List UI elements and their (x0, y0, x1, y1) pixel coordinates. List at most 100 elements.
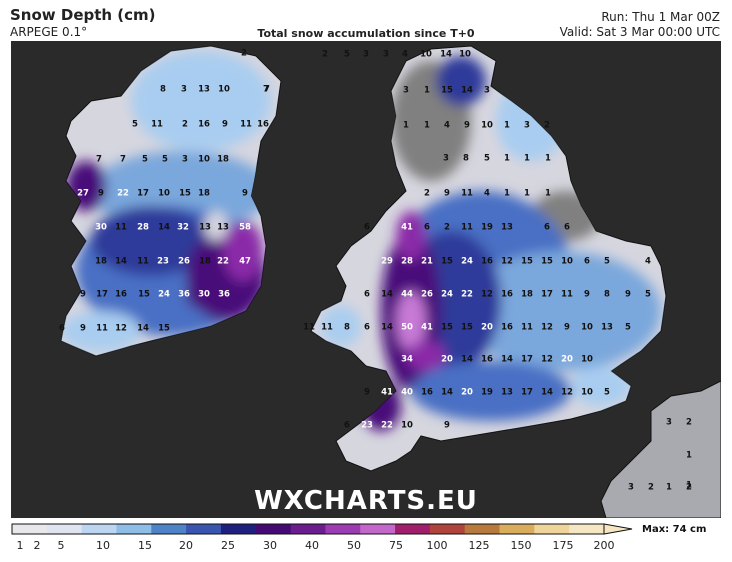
legend-tick-label: 2 (34, 539, 41, 552)
legend-tick-labels: 1 2 5 10 15 20 25 30 40 50 75 100 125 150 175 200 (17, 539, 615, 552)
accumulation-value: 5 (645, 290, 651, 300)
legend-swatch (464, 524, 501, 534)
run-time-label: Run: Thu 1 Mar 00Z (601, 10, 720, 24)
legend-color-bar (11, 523, 605, 535)
accumulation-value: 4 (402, 50, 408, 60)
accumulation-value: 1 (424, 86, 430, 96)
accumulation-value: 23 (157, 257, 169, 267)
accumulation-value: 6 (364, 290, 370, 300)
accumulation-value: 7 (264, 85, 270, 95)
accumulation-value: 5 (484, 154, 490, 164)
legend-max-arrow (603, 523, 633, 535)
accumulation-value: 13 (601, 323, 613, 333)
accumulation-value: 18 (521, 290, 533, 300)
accumulation-value: 36 (178, 290, 190, 300)
max-label: Max: 74 cm (642, 524, 706, 535)
accumulation-value: 9 (444, 189, 450, 199)
accumulation-value: 15 (179, 189, 191, 199)
accumulation-value: 9 (80, 324, 86, 334)
legend-tick-label: 100 (427, 539, 448, 552)
legend-swatch (186, 524, 222, 534)
accumulation-value: 17 (521, 355, 533, 365)
accumulation-value: 16 (257, 120, 269, 130)
accumulation-value: 17 (137, 189, 149, 199)
accumulation-value: 3 (628, 483, 634, 493)
accumulation-value: 14 (381, 290, 393, 300)
accumulation-value: 9 (564, 323, 570, 333)
accumulation-value: 12 (115, 324, 127, 334)
accumulation-value: 32 (177, 223, 189, 233)
accumulation-value: 22 (381, 421, 393, 431)
accumulation-value: 8 (344, 323, 350, 333)
accumulation-value: 11 (240, 120, 252, 130)
accumulation-value: 18 (198, 189, 210, 199)
accumulation-value: 10 (561, 257, 573, 267)
accumulation-value: 16 (198, 120, 210, 130)
accumulation-value: 9 (222, 120, 228, 130)
accumulation-value: 18 (199, 257, 211, 267)
accumulation-value: 44 (401, 290, 413, 300)
accumulation-value: 1 (524, 189, 530, 199)
accumulation-value: 10 (158, 189, 170, 199)
accumulation-value: 12 (481, 290, 493, 300)
accumulation-value: 2 (444, 223, 450, 233)
accumulation-value: 18 (217, 155, 229, 165)
accumulation-value: 5 (132, 120, 138, 130)
accumulation-value: 58 (239, 223, 251, 233)
accumulation-value: 3 (383, 50, 389, 60)
accumulation-value: 9 (444, 421, 450, 431)
accumulation-value: 12 (561, 388, 573, 398)
accumulation-value: 9 (80, 290, 86, 300)
accumulation-value: 7 (263, 85, 269, 95)
accumulation-value: 11 (115, 223, 127, 233)
accumulation-value: 5 (604, 388, 610, 398)
accumulation-value: 6 (364, 323, 370, 333)
accumulation-value: 5 (162, 155, 168, 165)
accumulation-value: 14 (440, 50, 452, 60)
accumulation-value: 6 (544, 223, 550, 233)
legend-tick-label: 1 (17, 539, 24, 552)
accumulation-value: 34 (401, 355, 413, 365)
accumulation-value: 11 (303, 323, 315, 333)
accumulation-value: 13 (199, 223, 211, 233)
accumulation-value: 5 (142, 155, 148, 165)
accumulation-value: 8 (463, 154, 469, 164)
accumulation-value: 6 (59, 324, 65, 334)
accumulation-value: 9 (98, 189, 104, 199)
accumulation-value: 15 (441, 323, 453, 333)
legend-swatch (429, 524, 466, 534)
accumulation-value: 19 (481, 223, 493, 233)
accumulation-value: 10 (218, 85, 230, 95)
watermark: WXCHARTS.EU (254, 486, 478, 516)
legend-tick-label: 25 (221, 539, 235, 552)
accumulation-value: 22 (117, 189, 129, 199)
accumulation-value: 10 (581, 323, 593, 333)
accumulation-value: 19 (481, 388, 493, 398)
accumulation-value: 14 (381, 323, 393, 333)
accumulation-value: 9 (364, 388, 370, 398)
accumulation-value: 4 (484, 189, 490, 199)
legend-swatch (534, 524, 570, 534)
accumulation-value: 15 (541, 257, 553, 267)
accumulation-value: 2 (322, 50, 328, 60)
accumulation-value: 16 (501, 323, 513, 333)
accumulation-value: 12 (541, 355, 553, 365)
accumulation-value: 6 (584, 257, 590, 267)
accumulation-value: 1 (524, 154, 530, 164)
legend-tick-label: 15 (138, 539, 152, 552)
accumulation-value: 8 (604, 290, 610, 300)
legend-swatch (46, 524, 83, 534)
accumulation-value: 3 (443, 154, 449, 164)
accumulation-value: 22 (217, 257, 229, 267)
accumulation-value: 28 (401, 257, 413, 267)
accumulation-value: 15 (441, 257, 453, 267)
accumulation-value: 7 (96, 155, 102, 165)
accumulation-value: 1 (686, 451, 692, 461)
accumulation-value: 14 (501, 355, 513, 365)
legend-tick-label: 30 (263, 539, 277, 552)
accumulation-value: 10 (481, 121, 493, 131)
accumulation-value: 8 (160, 85, 166, 95)
accumulation-value: 2 (648, 483, 654, 493)
accumulation-value: 15 (441, 86, 453, 96)
accumulation-value: 3 (181, 85, 187, 95)
